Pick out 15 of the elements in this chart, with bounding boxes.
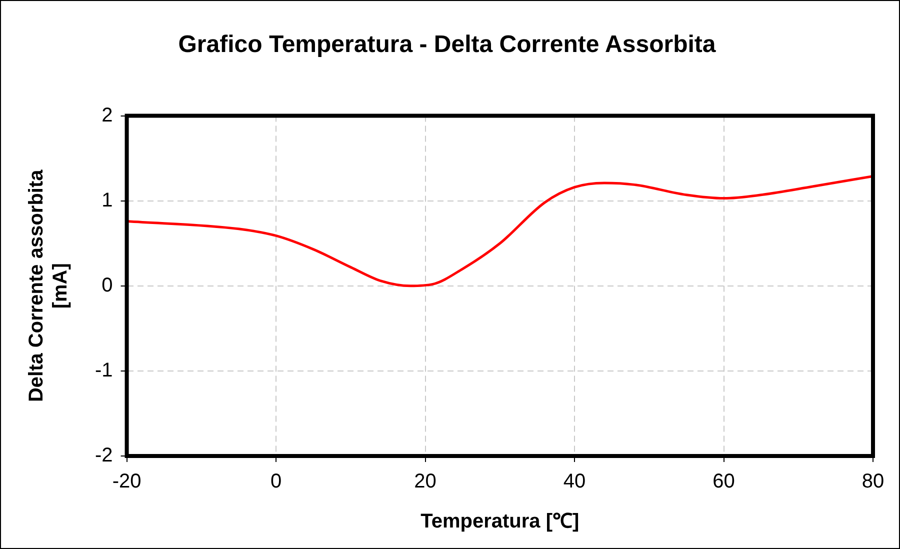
y-tick-label: 0 (102, 274, 113, 296)
x-tick-label: 20 (414, 470, 436, 493)
x-tick-label: 40 (563, 470, 586, 493)
y-tick-label: -1 (94, 359, 113, 382)
y-axis-title: Delta Corrente assorbita [mA] (26, 168, 72, 402)
x-tick-label: 80 (862, 470, 884, 493)
y-tick-label: -2 (94, 444, 113, 467)
x-axis-title: Temperatura [℃] (420, 510, 580, 533)
x-tick-label: 60 (712, 470, 735, 493)
x-tick-label: 0 (270, 470, 282, 493)
line-series (126, 174, 873, 288)
y-tick-label: 2 (102, 104, 113, 126)
y-tick-label: 1 (102, 189, 113, 212)
chart-title: Grafico Temperatura - Delta Corrente Assorbita (178, 31, 716, 58)
x-tick-label: -20 (112, 470, 142, 493)
